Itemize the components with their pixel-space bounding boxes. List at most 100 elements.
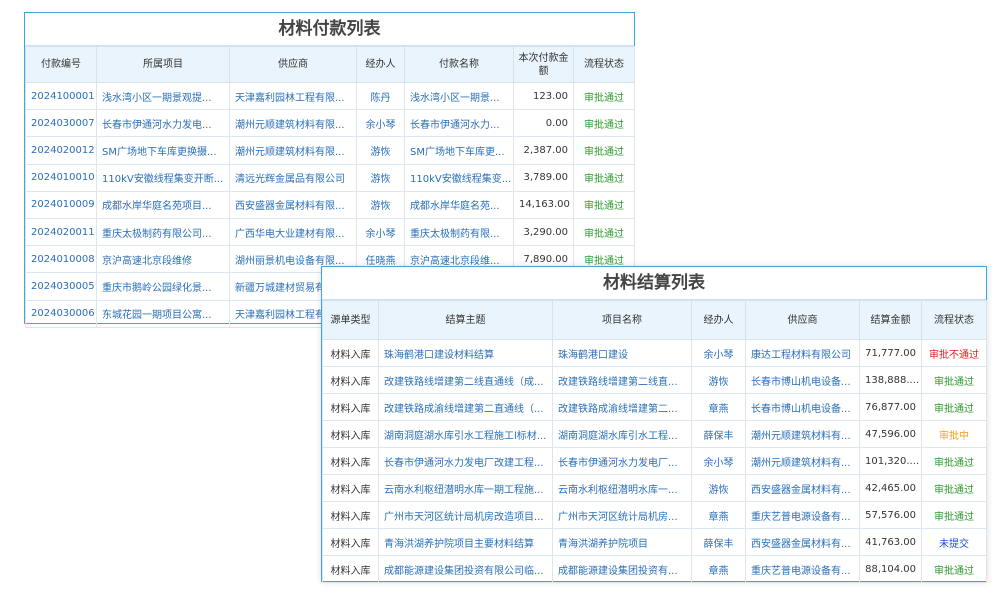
- column-header: 流程状态: [921, 300, 987, 340]
- cell: 浅水湾小区一期景观提...: [96, 81, 230, 111]
- cell: 材料入库: [322, 501, 379, 529]
- cell: 青海洪湖养护院项目主要材料结算: [378, 528, 553, 556]
- cell: 2024020012: [25, 136, 97, 165]
- column-header: 源单类型: [322, 300, 379, 340]
- cell: 改建铁路成渝线增建第二直通线（...: [378, 393, 553, 421]
- cell: 长春市博山机电设备...: [745, 393, 860, 421]
- cell: 广州市天河区统计局机房改造项目...: [378, 501, 553, 529]
- cell: 东城花园一期项目公寓...: [96, 299, 230, 328]
- cell: 改建铁路线增建第二线直通线（成...: [378, 366, 553, 394]
- column-header: 供应商: [229, 46, 357, 83]
- data-table: 源单类型 结算主题 项目名称 经办人 供应商 结算金额 流程状态 材料入库 珠海鹤港口建设材料结…: [322, 300, 987, 583]
- cell: 审批通过: [921, 366, 987, 394]
- cell: 西安盛器金属材料有限...: [229, 190, 357, 219]
- column-header: 付款编号: [25, 46, 97, 83]
- cell: 重庆市鹅岭公园绿化景...: [96, 272, 230, 301]
- cell: 47,596.00: [859, 420, 922, 448]
- cell: 88,104.00: [859, 555, 922, 583]
- cell: 薛保丰: [691, 420, 746, 448]
- column-header: 经办人: [691, 300, 746, 340]
- column-header: 付款名称: [404, 46, 514, 83]
- cell: 审批通过: [573, 136, 635, 165]
- payment-panel: 材料付款列表 付款编号 所属项目 供应商 经办人 付款名称 本次付款金额 流程状态 20241…: [24, 12, 635, 328]
- cell: 材料入库: [322, 555, 379, 583]
- settlement-panel: 材料结算列表 源单类型 结算主题 项目名称 经办人 供应商 结算金额 流程状态 材料入库 珠海鹤…: [321, 266, 987, 583]
- cell: 游恢: [691, 366, 746, 394]
- cell: 审批通过: [573, 163, 635, 192]
- cell: 2024030006: [25, 299, 97, 328]
- cell: 审批通过: [921, 501, 987, 529]
- table-row: 材料入库 湖南洞庭湖水库引水工程施工l标材... 湖南洞庭湖水库引水工程... 薛保丰…: [322, 420, 987, 448]
- cell: 改建铁路成渝线增建第二...: [552, 393, 692, 421]
- column-header: 结算金额: [859, 300, 922, 340]
- column-header: 供应商: [745, 300, 860, 340]
- cell: 京沪高速北京段维修: [96, 245, 230, 274]
- cell: 重庆艺普电源设备有...: [745, 501, 860, 529]
- cell: 湖南洞庭湖水库引水工程施工l标材...: [378, 420, 553, 448]
- cell: 审批不通过: [921, 339, 987, 367]
- table-row: 材料入库 改建铁路成渝线增建第二直通线（... 改建铁路成渝线增建第二... 章燕 长春…: [322, 393, 987, 421]
- cell: 游恢: [356, 163, 405, 192]
- cell: SM广场地下车库更...: [404, 136, 514, 165]
- cell: 110kV安徽线程集变...: [404, 163, 514, 192]
- cell: 游恢: [356, 136, 405, 165]
- cell: 西安盛器金属材料有...: [745, 528, 860, 556]
- cell: 长春市伊通河水力发电厂改建工程...: [378, 447, 553, 475]
- header-row: 付款编号 所属项目 供应商 经办人 付款名称 本次付款金额 流程状态: [25, 46, 635, 83]
- cell: 天津嘉利园林工程有限...: [229, 81, 357, 111]
- cell: 审批通过: [921, 393, 987, 421]
- cell: 西安盛器金属材料有...: [745, 474, 860, 502]
- cell: 14,163.00: [513, 190, 574, 219]
- cell: 云南水利枢纽潜明水库一...: [552, 474, 692, 502]
- cell: 珠海鹤港口建设材料结算: [378, 339, 553, 367]
- cell: 薛保丰: [691, 528, 746, 556]
- cell: 青海洪湖养护院项目: [552, 528, 692, 556]
- table-row: 2024020012 SM广场地下车库更换摄... 潮州元顺建筑材料有限... 游恢 S…: [25, 136, 635, 165]
- cell: 76,877.00: [859, 393, 922, 421]
- cell: 123.00: [513, 81, 574, 111]
- cell: 材料入库: [322, 420, 379, 448]
- table-row: 2024010010 110kV安徽线程集变开断... 清远光辉金属品有限公司 游恢 1…: [25, 163, 635, 192]
- table-row: 材料入库 改建铁路线增建第二线直通线（成... 改建铁路线增建第二线直... 游恢 长春…: [322, 366, 987, 394]
- cell: 长春市伊通河水力发电厂...: [552, 447, 692, 475]
- cell: 未提交: [921, 528, 987, 556]
- cell: 游恢: [691, 474, 746, 502]
- cell: 材料入库: [322, 447, 379, 475]
- cell: 2024010008: [25, 245, 97, 274]
- table-row: 材料入库 广州市天河区统计局机房改造项目... 广州市天河区统计局机房... 章燕 重庆…: [322, 501, 987, 529]
- panel-title: 材料结算列表: [322, 267, 986, 300]
- column-header: 流程状态: [573, 46, 635, 83]
- table-row: 2024010009 成都水岸华庭名苑项目... 西安盛器金属材料有限... 游恢 成都…: [25, 190, 635, 219]
- cell: 余小琴: [356, 217, 405, 247]
- table-row: 材料入库 长春市伊通河水力发电厂改建工程... 长春市伊通河水力发电厂... 余小琴潮…: [322, 447, 987, 475]
- cell: 章燕: [691, 501, 746, 529]
- column-header: 结算主题: [378, 300, 553, 340]
- cell: 材料入库: [322, 339, 379, 367]
- cell: 审批通过: [573, 217, 635, 247]
- cell: 重庆艺普电源设备有...: [745, 555, 860, 583]
- cell: 游恢: [356, 190, 405, 219]
- cell: 2024030007: [25, 109, 97, 138]
- cell: 材料入库: [322, 474, 379, 502]
- cell: 章燕: [691, 393, 746, 421]
- cell: 101,320....: [859, 447, 922, 475]
- cell: 3,789.00: [513, 163, 574, 192]
- cell: 长春市博山机电设备...: [745, 366, 860, 394]
- table-row: 材料入库 云南水利枢纽潜明水库一期工程施... 云南水利枢纽潜明水库一... 游恢 西安…: [322, 474, 987, 502]
- cell: 成都能源建设集团投资有限公司临...: [378, 555, 553, 583]
- cell: 审批通过: [573, 81, 635, 111]
- cell: 2024100001: [25, 81, 97, 111]
- column-header: 项目名称: [552, 300, 692, 340]
- cell: 余小琴: [356, 109, 405, 138]
- cell: 材料入库: [322, 528, 379, 556]
- cell: 41,763.00: [859, 528, 922, 556]
- cell: 42,465.00: [859, 474, 922, 502]
- cell: 陈丹: [356, 81, 405, 111]
- cell: 余小琴: [691, 339, 746, 367]
- cell: 57,576.00: [859, 501, 922, 529]
- cell: 审批通过: [573, 190, 635, 219]
- cell: 潮州元顺建筑材料有限...: [229, 136, 357, 165]
- cell: 康达工程材料有限公司: [745, 339, 860, 367]
- cell: 重庆太极制药有限公司...: [96, 217, 230, 247]
- data-table: 付款编号 所属项目 供应商 经办人 付款名称 本次付款金额 流程状态 2024100001 浅水…: [25, 46, 635, 328]
